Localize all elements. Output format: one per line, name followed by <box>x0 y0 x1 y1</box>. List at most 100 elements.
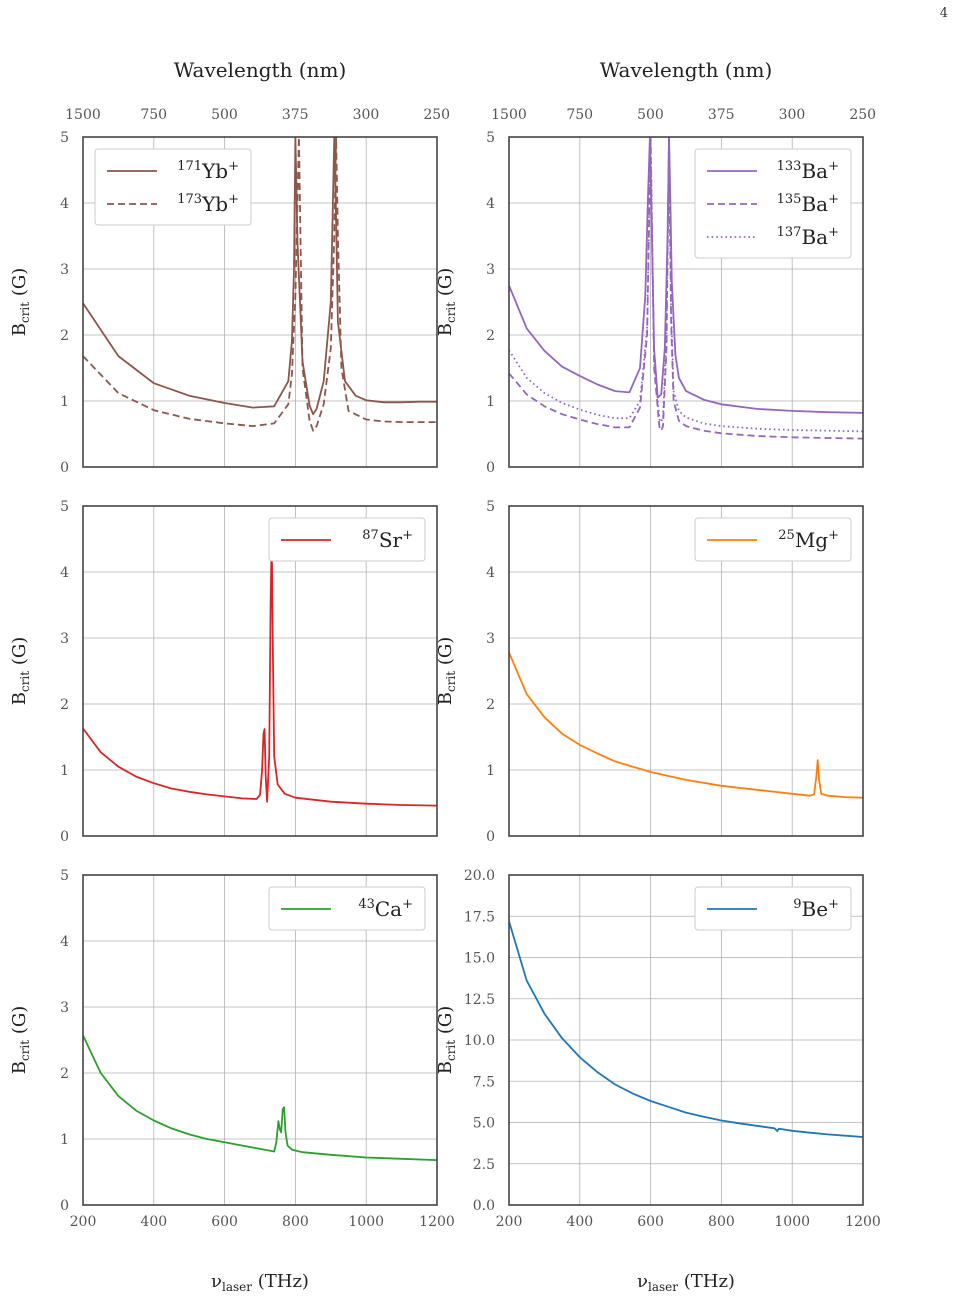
y-tick-label: 17.5 <box>464 909 495 925</box>
y-tick-label: 1 <box>486 394 495 410</box>
series-group <box>83 1035 437 1161</box>
y-tick-label: 3 <box>486 631 495 647</box>
series-group <box>509 137 863 440</box>
y-tick-label: 3 <box>486 262 495 278</box>
legend-mass: 173 <box>177 192 202 207</box>
y-axis-label-unit: (G) <box>435 1006 456 1040</box>
y-tick-label: 4 <box>486 196 495 212</box>
series-group <box>83 532 437 807</box>
legend-element: Be <box>802 897 829 921</box>
x-tick-label: 400 <box>566 1214 593 1230</box>
legend-element: Ba <box>801 159 828 183</box>
top-tick-label: 500 <box>637 107 664 123</box>
y-axis-label-main: B <box>435 323 456 336</box>
y-tick-label: 12.5 <box>464 992 495 1008</box>
top-tick-label: 300 <box>353 107 380 123</box>
legend-mass: 87 <box>362 528 379 543</box>
top-tick-label: 750 <box>140 107 167 123</box>
legend: 25Mg+ <box>694 517 852 562</box>
x-tick-label: 600 <box>637 1214 664 1230</box>
legend-charge: + <box>828 528 839 543</box>
x-axis-label-sub: laser <box>222 1280 252 1294</box>
top-tick-label: 375 <box>282 107 309 123</box>
legend: 9Be+ <box>694 886 852 931</box>
plot-frame <box>508 136 864 468</box>
y-axis-label-main: B <box>9 323 30 336</box>
y-axis-label-sub: crit <box>444 302 458 323</box>
x-axis-label: νlaser (THz) <box>211 1271 309 1294</box>
y-axis-label: Bcrit (G) <box>9 637 32 706</box>
y-axis-label-sub: crit <box>444 671 458 692</box>
x-axis-label-main: ν <box>637 1271 648 1292</box>
legend-mass: 25 <box>778 528 795 543</box>
y-axis-label-sub: crit <box>444 1040 458 1061</box>
panel-middle-right: 0 1 2 3 4 5 Bcrit (G) 25Mg+ <box>435 499 864 845</box>
y-axis-label-main: B <box>9 1061 30 1074</box>
panel-middle-left: 0 1 2 3 4 5 Bcrit (G) 87Sr+ <box>9 499 438 845</box>
y-tick-label: 1 <box>60 394 69 410</box>
y-axis-label: Bcrit (G) <box>435 637 458 706</box>
legend-label: 135Ba+ <box>777 192 839 216</box>
y-tick-label: 20.0 <box>464 868 495 884</box>
legend-element: Yb <box>201 192 228 216</box>
x-tick-label: 800 <box>708 1214 735 1230</box>
y-tick-label: 4 <box>60 565 69 581</box>
legend-mass: 43 <box>358 897 375 912</box>
panel-bottom-right: 0.0 2.5 5.0 7.5 10.0 12.5 15.0 17.5 20.0 200 400 60… <box>435 868 881 1294</box>
y-tick-label: 5 <box>60 499 69 515</box>
x-tick-label: 1200 <box>419 1214 455 1230</box>
top-tick-label: 375 <box>708 107 735 123</box>
legend-mass: 137 <box>777 225 802 240</box>
legend-mass: 135 <box>777 192 802 207</box>
legend-element: Ca <box>375 897 402 921</box>
x-axis-label-main: ν <box>211 1271 222 1292</box>
x-axis-label-unit: (THz) <box>678 1271 735 1292</box>
y-tick-label: 4 <box>60 934 69 950</box>
y-tick-label: 5 <box>60 130 69 146</box>
legend-box <box>268 886 426 931</box>
panel-bottom-left: 0 1 2 3 4 5 200 400 600 800 1000 1200 Bcrit (G) νlase… <box>9 868 455 1294</box>
x-tick-label: 200 <box>496 1214 523 1230</box>
series-group <box>509 652 863 799</box>
y-tick-label: 0.0 <box>473 1198 495 1214</box>
y-tick-label: 2 <box>60 328 69 344</box>
y-tick-label: 3 <box>60 262 69 278</box>
y-tick-label: 5.0 <box>473 1116 495 1132</box>
legend-element: Yb <box>201 159 228 183</box>
y-tick-label: 5 <box>60 868 69 884</box>
x-tick-label: 1200 <box>845 1214 881 1230</box>
y-tick-label: 0 <box>486 460 495 476</box>
series-line-yb-171 <box>83 137 437 416</box>
x-axis-label-unit: (THz) <box>252 1271 309 1292</box>
y-axis-label-sub: crit <box>18 1040 32 1061</box>
plot-frame <box>82 136 438 468</box>
panel-top-left: 0 1 2 3 4 5 1500 750 500 375 300 250 Wavelength (nm)… <box>9 58 450 476</box>
legend-label: 43Ca+ <box>358 897 413 921</box>
legend-element: Ba <box>801 192 828 216</box>
legend-charge: + <box>828 159 839 174</box>
legend-charge: + <box>828 192 839 207</box>
y-axis-label-main: B <box>435 692 456 705</box>
y-tick-label: 7.5 <box>473 1074 495 1090</box>
y-axis-label: Bcrit (G) <box>9 268 32 337</box>
y-tick-label: 0 <box>60 1198 69 1214</box>
top-tick-label: 300 <box>779 107 806 123</box>
legend-mass: 9 <box>793 897 801 912</box>
y-tick-label: 2 <box>486 328 495 344</box>
plot-frame <box>82 505 438 837</box>
legend-element: Mg <box>795 528 828 552</box>
series-line-mg-25 <box>509 652 863 799</box>
y-tick-label: 5 <box>486 130 495 146</box>
x-tick-label: 600 <box>211 1214 238 1230</box>
y-tick-label: 2 <box>486 697 495 713</box>
y-tick-label: 3 <box>60 1000 69 1016</box>
y-axis-label-unit: (G) <box>9 1006 30 1040</box>
x-axis-label: νlaser (THz) <box>637 1271 735 1294</box>
y-axis-label-sub: crit <box>18 671 32 692</box>
series-line-ba-135 <box>509 137 863 440</box>
legend: 43Ca+ <box>268 886 426 931</box>
legend: 87Sr+ <box>268 517 426 562</box>
y-axis-label-main: B <box>435 1061 456 1074</box>
top-axis-label: Wavelength (nm) <box>600 58 773 82</box>
